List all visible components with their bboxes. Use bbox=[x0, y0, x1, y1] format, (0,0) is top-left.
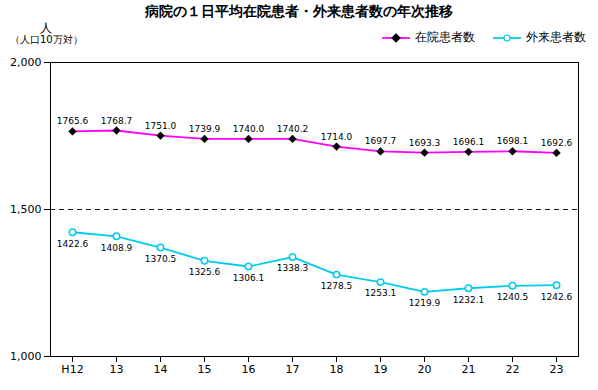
svg-text:1,000: 1,000 bbox=[10, 350, 42, 363]
svg-text:15: 15 bbox=[198, 363, 212, 376]
svg-text:21: 21 bbox=[462, 363, 476, 376]
svg-text:14: 14 bbox=[154, 363, 168, 376]
svg-text:1697.7: 1697.7 bbox=[365, 136, 397, 146]
svg-text:1240.5: 1240.5 bbox=[497, 292, 529, 302]
html-text:人: 人 bbox=[40, 21, 53, 35]
svg-text:1740.0: 1740.0 bbox=[233, 124, 265, 134]
svg-text:1253.1: 1253.1 bbox=[365, 288, 397, 298]
svg-text:19: 19 bbox=[374, 363, 388, 376]
svg-text:23: 23 bbox=[550, 363, 564, 376]
svg-text:1696.1: 1696.1 bbox=[453, 137, 485, 147]
svg-text:20: 20 bbox=[418, 363, 432, 376]
svg-text:1325.6: 1325.6 bbox=[189, 267, 221, 277]
svg-text:1338.3: 1338.3 bbox=[277, 263, 309, 273]
svg-text:2,000: 2,000 bbox=[10, 56, 42, 69]
svg-text:17: 17 bbox=[286, 363, 300, 376]
svg-text:1740.2: 1740.2 bbox=[277, 124, 309, 134]
svg-text:1751.0: 1751.0 bbox=[145, 121, 177, 131]
svg-text:13: 13 bbox=[110, 363, 124, 376]
html-text:（人口10万対）: （人口10万対） bbox=[10, 34, 83, 45]
svg-text:1692.6: 1692.6 bbox=[541, 138, 573, 148]
html-text:病院の１日平均在院患者・外来患者数の年次推移: 病院の１日平均在院患者・外来患者数の年次推移 bbox=[145, 3, 453, 19]
svg-text:16: 16 bbox=[242, 363, 256, 376]
svg-text:H12: H12 bbox=[61, 363, 83, 376]
svg-text:1278.5: 1278.5 bbox=[321, 281, 353, 291]
svg-text:1219.9: 1219.9 bbox=[409, 298, 441, 308]
html-text:外来患者数: 外来患者数 bbox=[526, 30, 586, 44]
svg-text:1739.9: 1739.9 bbox=[189, 124, 221, 134]
svg-text:1765.6: 1765.6 bbox=[57, 116, 89, 126]
svg-text:1,500: 1,500 bbox=[10, 203, 42, 216]
svg-text:1408.9: 1408.9 bbox=[101, 243, 133, 253]
svg-text:18: 18 bbox=[330, 363, 344, 376]
svg-text:1768.7: 1768.7 bbox=[101, 116, 133, 126]
svg-text:22: 22 bbox=[506, 363, 520, 376]
html-text:在院患者数: 在院患者数 bbox=[415, 30, 475, 44]
svg-text:1232.1: 1232.1 bbox=[453, 295, 485, 305]
svg-text:1306.1: 1306.1 bbox=[233, 273, 265, 283]
svg-text:1242.6: 1242.6 bbox=[541, 292, 573, 302]
svg-text:1714.0: 1714.0 bbox=[321, 132, 353, 142]
svg-text:1698.1: 1698.1 bbox=[497, 136, 529, 146]
svg-text:1422.6: 1422.6 bbox=[57, 239, 89, 249]
svg-text:1693.3: 1693.3 bbox=[409, 138, 441, 148]
svg-text:1370.5: 1370.5 bbox=[145, 254, 177, 264]
